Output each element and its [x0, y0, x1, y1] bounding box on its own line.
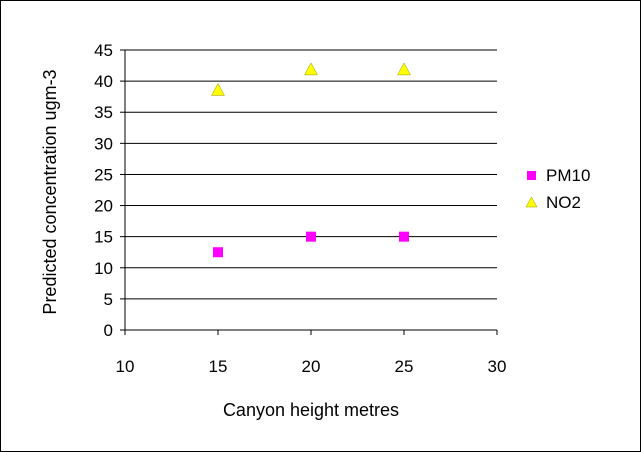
legend-marker-no2 [525, 196, 538, 208]
y-tick-label: 25 [94, 165, 113, 184]
y-tick-label: 5 [104, 290, 113, 309]
x-tick-labels: 10 15 20 25 30 [116, 357, 507, 376]
data-point-no2 [397, 62, 411, 76]
y-tick-label: 40 [94, 72, 113, 91]
legend: PM10 NO2 [525, 166, 590, 212]
y-tick-label: 0 [104, 321, 113, 340]
axes [120, 49, 498, 335]
legend-label-no2: NO2 [546, 193, 581, 212]
data-point-no2 [304, 62, 318, 76]
y-tick-label: 20 [94, 197, 113, 216]
x-tick-label: 15 [209, 357, 228, 376]
x-tick-label: 20 [302, 357, 321, 376]
data-markers [211, 62, 411, 258]
data-point-pm10 [213, 247, 223, 258]
data-point-pm10 [399, 231, 409, 242]
y-tick-label: 45 [94, 41, 113, 60]
data-point-pm10 [306, 231, 316, 242]
x-tick-label: 30 [488, 357, 507, 376]
y-axis-title: Predicted concentration ugm-3 [40, 69, 60, 314]
y-tick-label: 30 [94, 134, 113, 153]
y-tick-label: 15 [94, 228, 113, 247]
x-axis-title: Canyon height metres [223, 400, 399, 420]
gridlines [125, 49, 497, 300]
y-tick-labels: 0 5 10 15 20 25 30 35 40 45 [94, 41, 113, 340]
x-tick-label: 10 [116, 357, 135, 376]
x-tick-label: 25 [395, 357, 414, 376]
y-tick-label: 35 [94, 103, 113, 122]
legend-marker-pm10 [527, 171, 536, 180]
y-tick-label: 10 [94, 259, 113, 278]
data-point-no2 [211, 82, 225, 96]
legend-label-pm10: PM10 [546, 166, 590, 185]
